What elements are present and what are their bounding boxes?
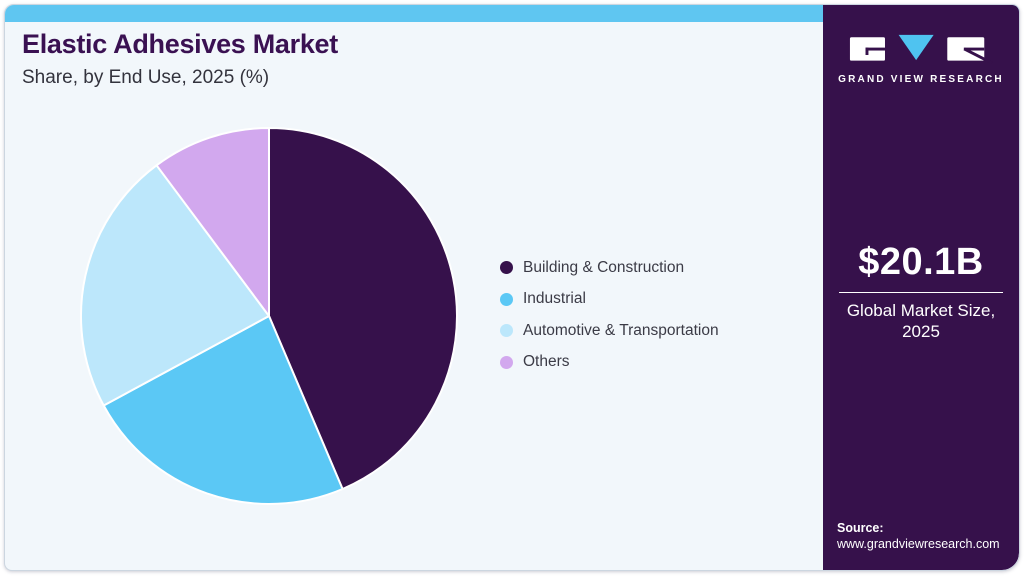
legend-item: Others (500, 347, 719, 379)
chart-header: Elastic Adhesives Market Share, by End U… (22, 29, 338, 89)
market-size-block: $20.1B Global Market Size, 2025 (823, 241, 1019, 343)
legend-swatch-icon (500, 292, 513, 306)
legend-item: Industrial (500, 284, 719, 316)
legend-item: Automotive & Transportation (500, 315, 719, 347)
legend-label: Automotive & Transportation (523, 321, 719, 339)
market-size-caption: Global Market Size, 2025 (846, 301, 996, 342)
top-accent-bar (5, 5, 1019, 22)
legend-label: Building & Construction (523, 258, 685, 276)
legend-label: Industrial (523, 290, 586, 308)
chart-title: Elastic Adhesives Market (22, 29, 338, 59)
pie-slice-3 (155, 127, 270, 317)
pie-chart (80, 127, 458, 505)
pie-slice-0 (268, 127, 458, 490)
divider-line (839, 292, 1003, 293)
source-url: www.grandviewresearch.com (837, 537, 1000, 551)
report-card: Elastic Adhesives Market Share, by End U… (4, 4, 1020, 571)
gvr-logo-text: GRAND VIEW RESEARCH (838, 74, 1004, 85)
chart-subtitle: Share, by End Use, 2025 (%) (22, 67, 270, 88)
pie-slice-2 (80, 164, 270, 407)
source-block: Source: www.grandviewresearch.com (837, 521, 1000, 551)
gvr-logo-icon (849, 34, 993, 65)
brand-sidebar: GRAND VIEW RESEARCH $20.1B Global Market… (823, 5, 1019, 570)
legend-swatch-icon (500, 355, 513, 369)
gvr-logo: GRAND VIEW RESEARCH (823, 5, 1019, 85)
legend-swatch-icon (500, 324, 513, 338)
legend-item: Building & Construction (500, 252, 719, 284)
chart-legend: Building & Construction Industrial Automot… (500, 252, 719, 378)
source-label: Source: (837, 521, 884, 535)
legend-swatch-icon (500, 261, 513, 275)
legend-label: Others (523, 353, 570, 371)
market-size-value: $20.1B (858, 241, 984, 283)
pie-slice-1 (102, 315, 344, 505)
